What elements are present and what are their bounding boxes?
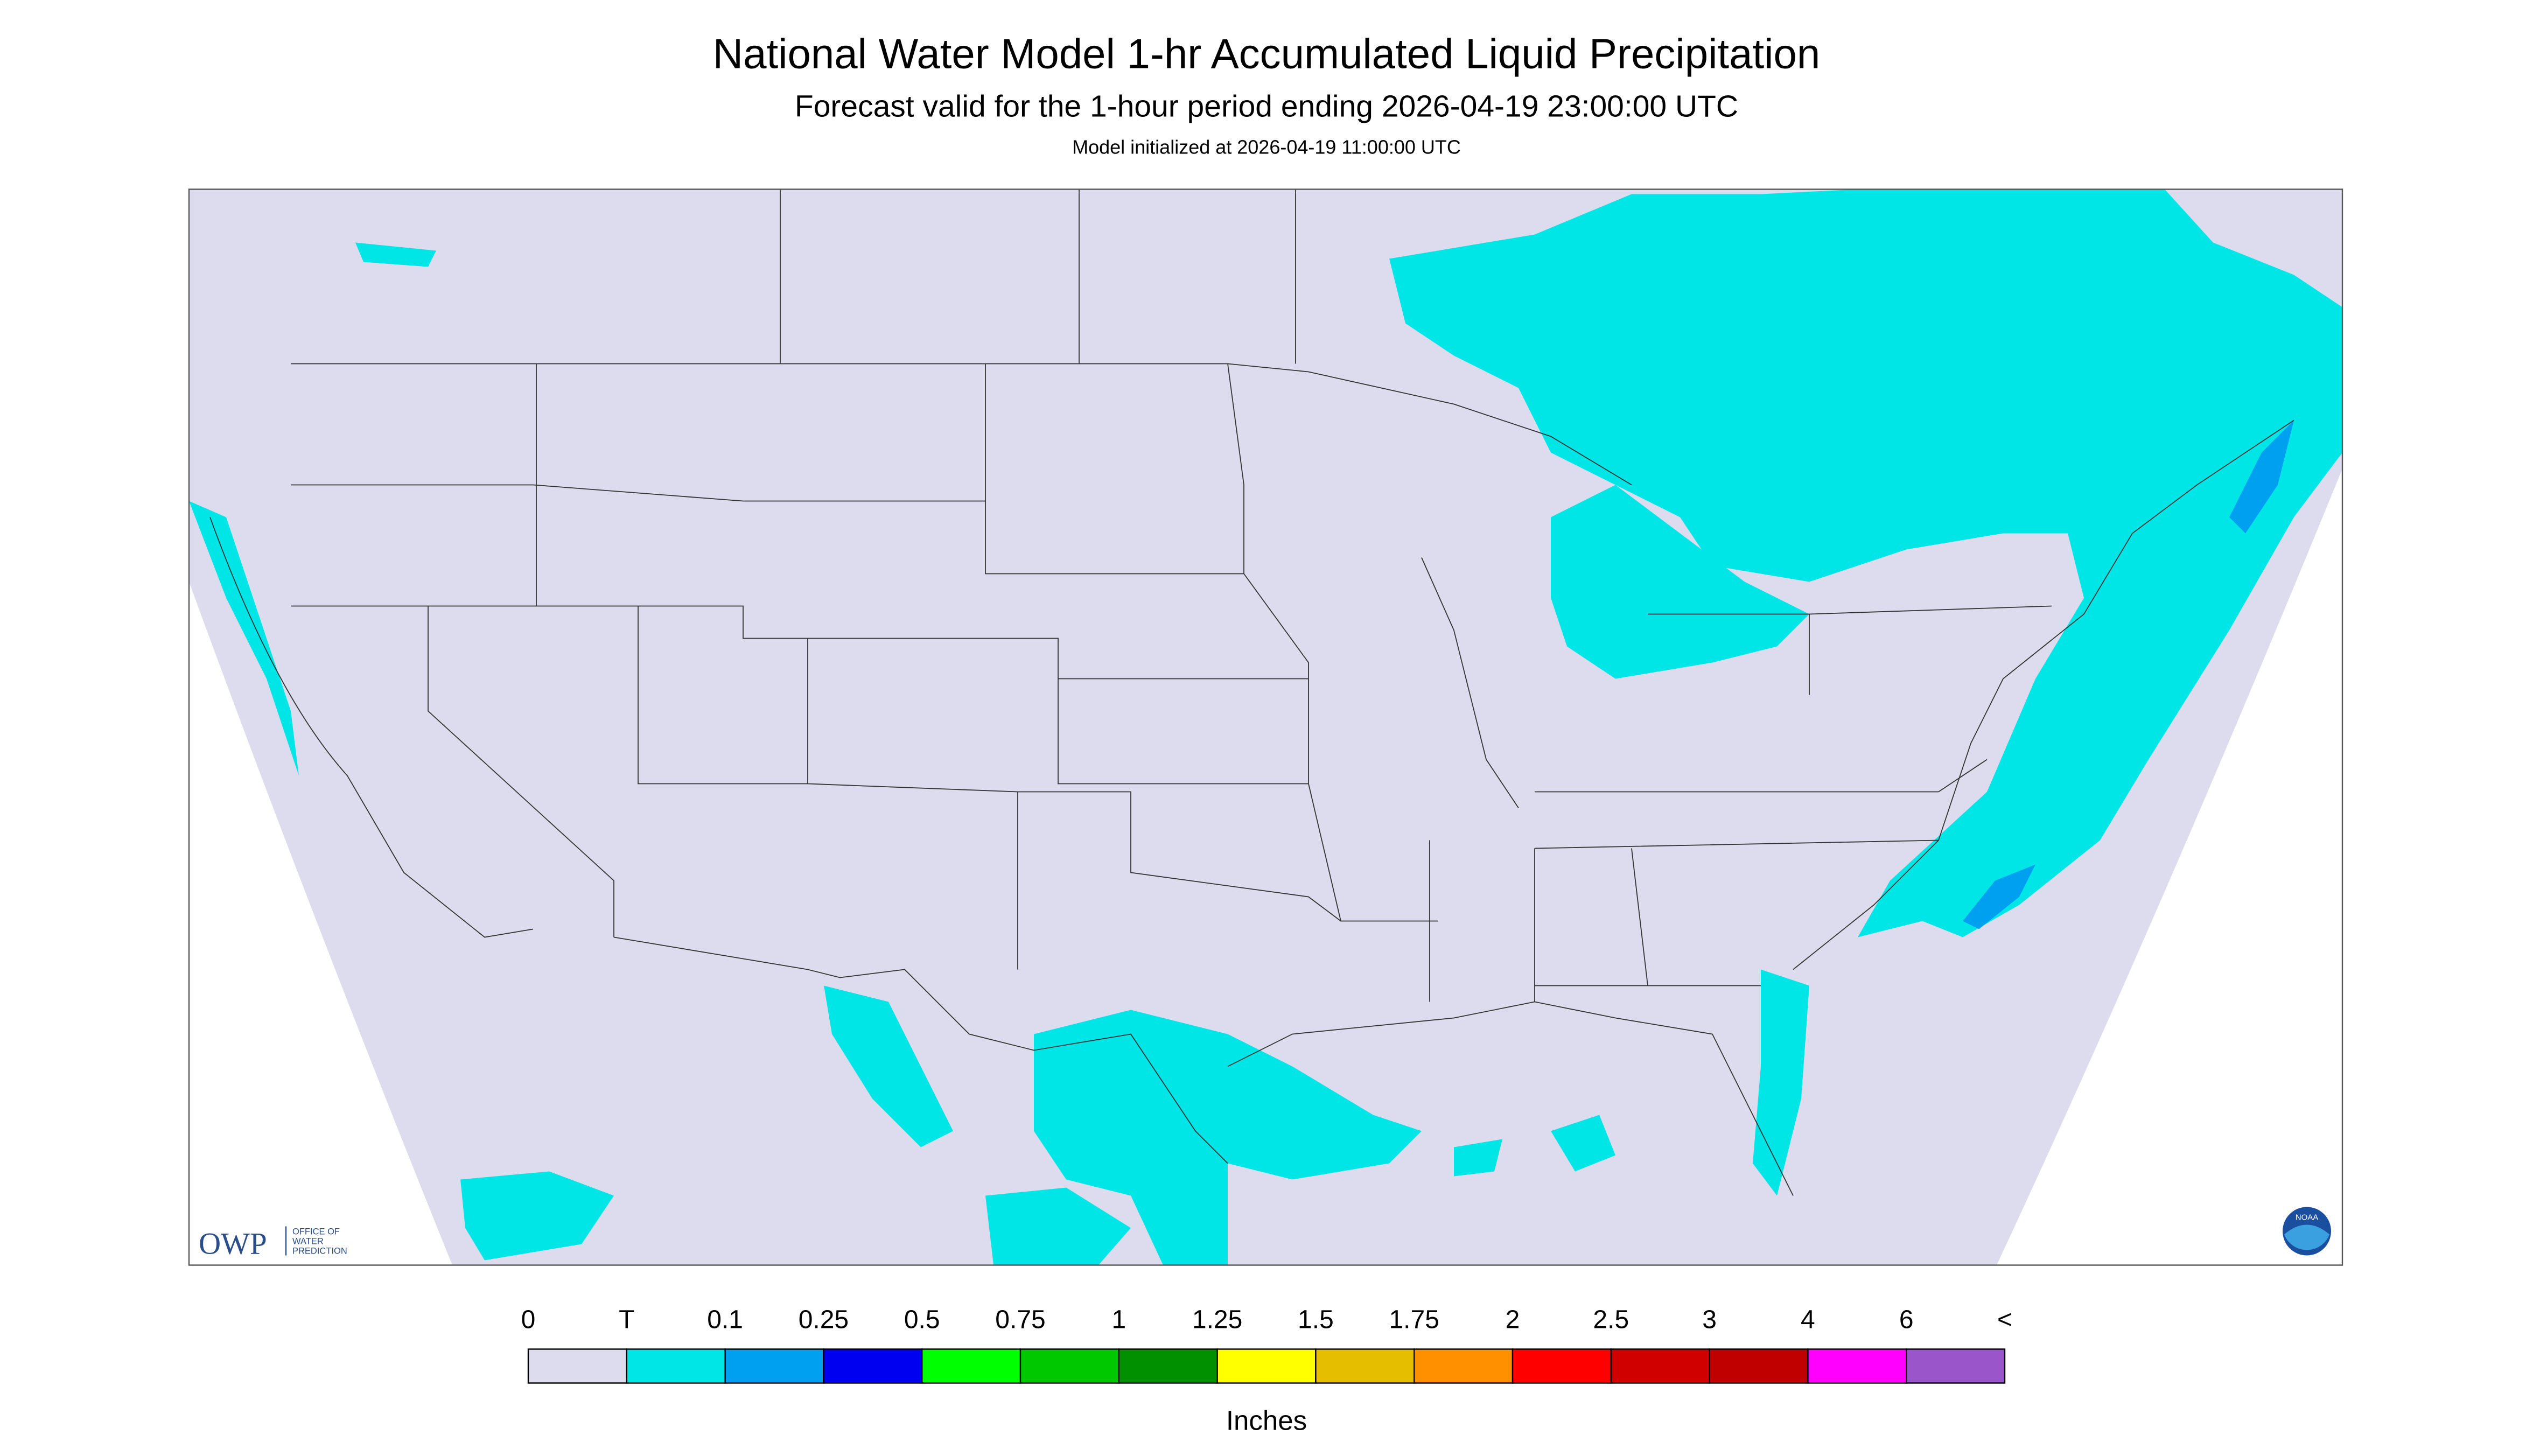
- legend-swatch: [921, 1348, 1021, 1384]
- legend-swatch: [527, 1348, 628, 1384]
- precip-area: [1551, 1115, 1615, 1172]
- precip-area: [1454, 1139, 1502, 1177]
- precip-area-heavy: [2229, 420, 2294, 534]
- legend-swatch: [1610, 1348, 1710, 1384]
- legend-label: 0.75: [995, 1306, 1045, 1334]
- legend-swatch: [724, 1348, 824, 1384]
- owp-logo: OWP OFFICE OF WATER PREDICTION: [199, 1226, 347, 1261]
- map: OWP OFFICE OF WATER PREDICTION NOAA: [188, 188, 2343, 1266]
- legend-label: T: [619, 1306, 634, 1334]
- owp-logo-line: WATER: [292, 1237, 324, 1247]
- borders: [209, 189, 2294, 1196]
- legend-swatch: [1905, 1348, 2006, 1384]
- precip-area: [985, 1187, 1131, 1265]
- legend-label: 1: [1111, 1306, 1126, 1334]
- legend-label: 1.75: [1389, 1306, 1439, 1334]
- legend-swatch: [1118, 1348, 1218, 1384]
- precip-area: [824, 985, 953, 1147]
- noaa-logo: NOAA: [2283, 1207, 2331, 1256]
- legend-swatch: [1315, 1348, 1415, 1384]
- precip-area-heavy: [1963, 864, 2035, 929]
- init-time: Model initialized at 2026-04-19 11:00:00…: [1072, 136, 1461, 158]
- legend: 0 T 0.1 0.25 0.5 0.75 1 1.25 1.5 1.75 2 2.5 3 4 6 <: [521, 1306, 2012, 1384]
- legend-swatch: [1019, 1348, 1120, 1384]
- precip-area: [1753, 969, 1809, 1196]
- noaa-wave: [2284, 1224, 2329, 1250]
- owp-logo-line: PREDICTION: [292, 1247, 347, 1256]
- subtitle: Forecast valid for the 1-hour period end…: [795, 89, 1738, 124]
- legend-unit: Inches: [1226, 1405, 1307, 1436]
- precip-area: [1389, 189, 2342, 937]
- legend-label: 0: [521, 1306, 536, 1334]
- legend-label: 0.25: [799, 1306, 849, 1334]
- legend-label: 0.1: [707, 1306, 743, 1334]
- legend-swatch: [823, 1348, 923, 1384]
- legend-swatch: [1807, 1348, 1907, 1384]
- legend-label: 1.5: [1298, 1306, 1334, 1334]
- owp-logo-line: OFFICE OF: [292, 1227, 340, 1237]
- precip-area: [460, 1171, 614, 1261]
- legend-swatch: [1414, 1348, 1514, 1384]
- legend-label: 3: [1702, 1306, 1717, 1334]
- legend-label: 4: [1801, 1306, 1815, 1334]
- owp-logo-text: OWP: [199, 1227, 267, 1261]
- legend-swatch: [626, 1348, 726, 1384]
- legend-swatch: [1709, 1348, 1809, 1384]
- precip-area: [1034, 1010, 1422, 1265]
- precipitation: [189, 189, 2342, 1265]
- legend-swatch: [1512, 1348, 1612, 1384]
- legend-label: 1.25: [1192, 1306, 1242, 1334]
- precip-area: [355, 242, 436, 267]
- precip-area: [189, 501, 299, 776]
- noaa-text: NOAA: [2296, 1213, 2319, 1222]
- legend-label: 6: [1899, 1306, 1914, 1334]
- precip-area: [1551, 485, 1809, 679]
- legend-swatch: [1216, 1348, 1317, 1384]
- map-frame: [188, 188, 2343, 1266]
- legend-label: 2: [1506, 1306, 1520, 1334]
- title: National Water Model 1-hr Accumulated Li…: [713, 30, 1821, 78]
- legend-label: 0.5: [904, 1306, 940, 1334]
- legend-label: 2.5: [1593, 1306, 1629, 1334]
- legend-label: <: [1997, 1306, 2012, 1334]
